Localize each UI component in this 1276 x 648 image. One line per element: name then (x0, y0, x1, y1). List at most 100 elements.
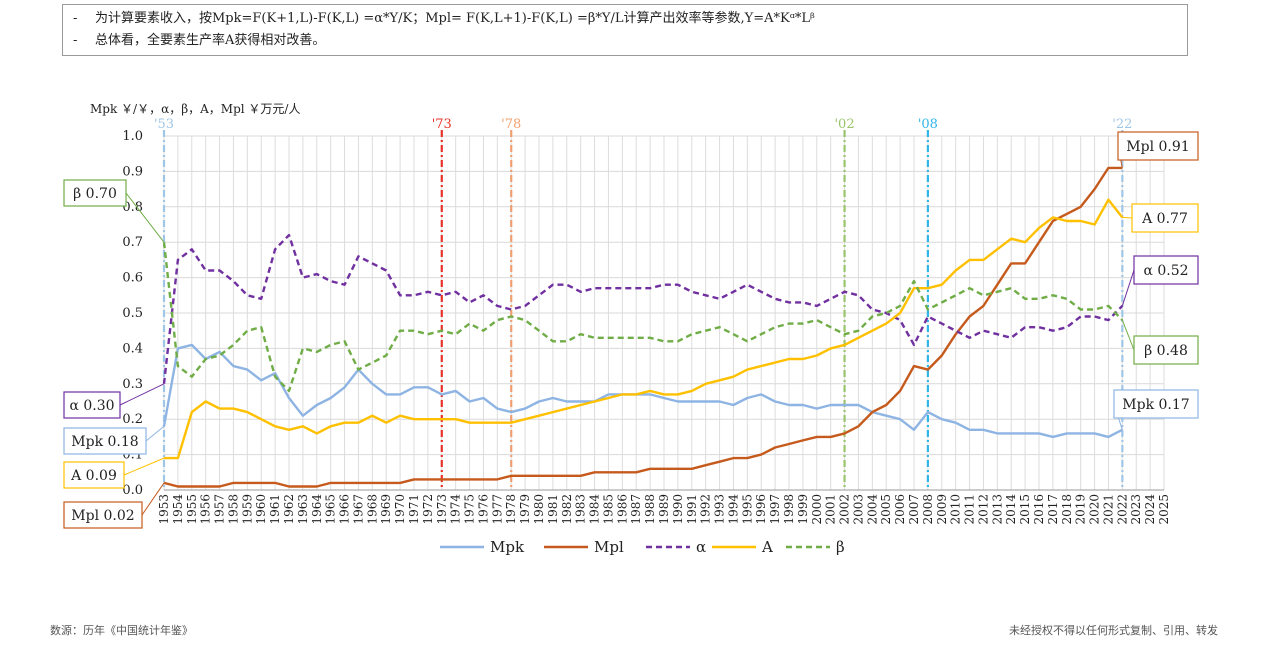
x-tick-label: 1962 (282, 494, 296, 525)
x-tick-label: 2010 (949, 494, 963, 525)
x-tick-label: 1956 (199, 494, 213, 525)
legend-label-Mpk: Mpk (490, 538, 525, 556)
x-tick-label: 1992 (699, 494, 713, 525)
callout-box (63, 461, 125, 489)
x-tick-label: 2011 (963, 494, 977, 525)
x-tick-label: 2007 (907, 494, 921, 525)
x-tick-label: 1991 (685, 494, 699, 525)
event-label: '08 (918, 117, 938, 132)
x-tick-label: 2005 (879, 494, 893, 525)
callout-box (63, 501, 143, 529)
x-tick-label: 2025 (1157, 494, 1171, 525)
x-tick-label: 2018 (1060, 494, 1074, 525)
x-tick-label: 2004 (865, 494, 879, 525)
x-tick-label: 1957 (213, 494, 227, 525)
x-tick-label: 1997 (768, 494, 782, 525)
y-tick-label: 0.9 (122, 164, 143, 179)
x-tick-label: 1999 (796, 494, 810, 525)
x-tick-label: 1968 (365, 494, 379, 525)
event-label: '22 (1112, 117, 1132, 132)
y-tick-label: 0.2 (122, 412, 143, 427)
x-tick-label: 1959 (240, 494, 254, 525)
x-tick-label: 1982 (560, 494, 574, 525)
x-tick-label: 1986 (615, 494, 629, 525)
y-tick-label: 0.7 (122, 235, 143, 250)
callout-leader (1121, 319, 1135, 351)
event-label: '78 (501, 117, 521, 132)
x-tick-label: 2000 (810, 494, 824, 525)
x-tick-label: 1972 (421, 494, 435, 525)
note-row-2: - 总体看，全要素生产率A获得相对改善。 (73, 33, 326, 48)
x-tick-label: 1979 (518, 494, 532, 525)
x-tick-label: 2020 (1088, 494, 1102, 525)
x-tick-label: 1996 (754, 494, 768, 525)
y-axis-label: Mpk ￥/￥，α，β，A，Mpl ￥万元/人 (90, 102, 300, 116)
note-text-2: 总体看，全要素生产率A获得相对改善。 (95, 33, 326, 48)
x-tick-label: 1965 (324, 494, 338, 525)
callout-label: β 0.48 (1144, 343, 1188, 359)
x-tick-label: 2008 (921, 494, 935, 525)
x-tick-label: 1970 (393, 494, 407, 525)
series-line-α (162, 233, 1124, 384)
callout-box (1131, 203, 1199, 233)
y-tick-label: 0.6 (122, 271, 143, 286)
x-tick-label: 1994 (726, 494, 740, 525)
x-tick-label: 2022 (1115, 494, 1129, 525)
series-line-β (162, 242, 1124, 393)
x-tick-label: 1984 (588, 494, 602, 525)
callout-label: β 0.70 (73, 186, 117, 202)
x-tick-label: 2015 (1018, 494, 1032, 525)
x-tick-label: 1963 (296, 494, 310, 525)
x-tick-label: 1958 (226, 494, 240, 525)
x-tick-label: 1973 (435, 494, 449, 525)
x-tick-label: 1988 (643, 494, 657, 525)
callout-label: α 0.52 (1143, 263, 1188, 279)
x-tick-label: 1961 (268, 494, 282, 525)
x-tick-label: 2009 (935, 494, 949, 525)
x-tick-label: 1983 (574, 494, 588, 525)
x-tick-label: 1969 (379, 494, 393, 525)
y-tick-label: 0.0 (122, 483, 143, 498)
callout-label: Mpl 0.02 (71, 508, 134, 524)
callout-leader (1121, 269, 1135, 307)
x-tick-label: 2006 (893, 494, 907, 525)
callout-label: Mpk 0.17 (1122, 397, 1189, 413)
source-note: 数源：历年《中国统计年鉴》 (50, 624, 193, 637)
x-tick-label: 1993 (713, 494, 727, 525)
x-tick-label: 2014 (1004, 494, 1018, 525)
x-tick-label: 1981 (546, 494, 560, 525)
callout-box (1113, 389, 1199, 419)
x-tick-label: 1964 (310, 494, 324, 525)
legend-label-β: β (836, 538, 845, 556)
x-tick-label: 1967 (351, 494, 365, 525)
callout-label: A 0.77 (1141, 211, 1188, 227)
x-tick-label: 2023 (1129, 494, 1143, 525)
callout-box (1133, 335, 1199, 365)
x-tick-label: 1978 (504, 494, 518, 525)
note-row-1: - 为计算要素收入，按Mpk=F(K+1,L)-F(K,L) =α*Y/K；Mpl… (73, 11, 815, 26)
callout-box (63, 427, 147, 455)
x-tick-label: 2016 (1032, 494, 1046, 525)
callout-box (63, 391, 121, 419)
x-tick-label: 1990 (671, 494, 685, 525)
x-tick-label: 1980 (532, 494, 546, 525)
x-tick-label: 1953 (157, 494, 171, 525)
callout-leader (123, 457, 165, 476)
callout-label: Mpl 0.91 (1126, 139, 1189, 155)
x-tick-label: 2013 (990, 494, 1004, 525)
y-tick-label: 0.8 (122, 200, 143, 215)
callout-label: A 0.09 (70, 468, 117, 484)
callout-leader (141, 482, 165, 516)
x-tick-label: 2003 (851, 494, 865, 525)
x-tick-label: 2024 (1143, 494, 1157, 525)
event-label: '73 (432, 117, 452, 132)
y-tick-label: 0.3 (122, 377, 143, 392)
y-tick-label: 0.5 (122, 306, 143, 321)
x-tick-label: 1985 (601, 494, 615, 525)
copyright-note: 未经授权不得以任何形式复制、引用、转发 (1009, 624, 1218, 637)
x-tick-label: 1974 (449, 494, 463, 525)
x-tick-label: 2019 (1074, 494, 1088, 525)
legend-label-Mpl: Mpl (594, 538, 624, 556)
x-tick-label: 1987 (629, 494, 643, 525)
notes-box: - 为计算要素收入，按Mpk=F(K+1,L)-F(K,L) =α*Y/K；Mpl… (62, 4, 1188, 56)
